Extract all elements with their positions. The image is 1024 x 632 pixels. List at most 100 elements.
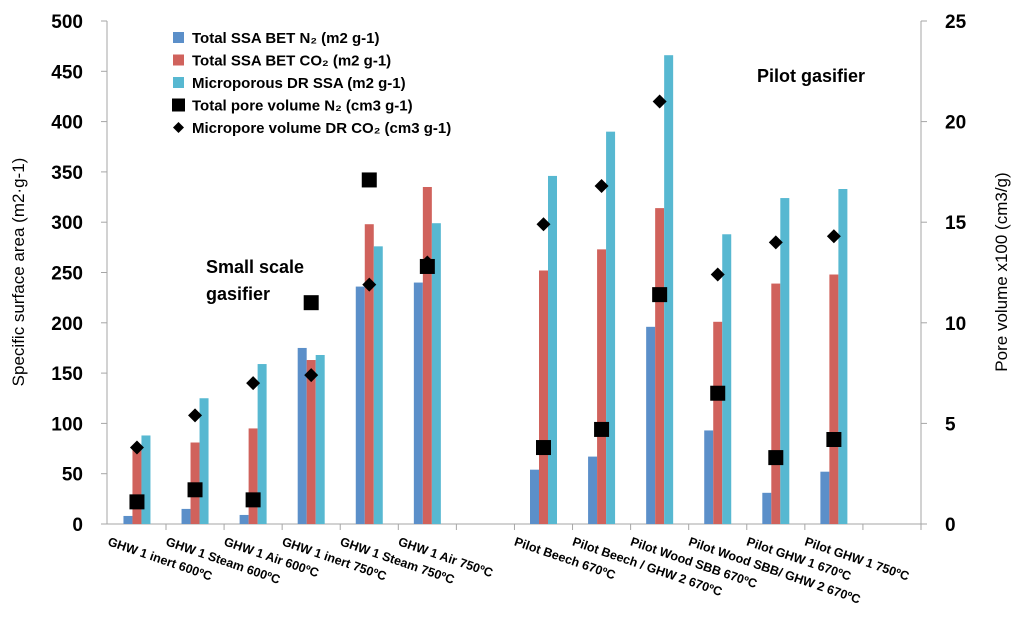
- left-tick-label: 200: [51, 314, 83, 335]
- bar-co2: [597, 249, 607, 524]
- marker-total-pore-volume: [303, 295, 319, 311]
- marker-total-pore-volume: [710, 385, 726, 401]
- left-tick-label: 0: [72, 515, 83, 536]
- legend-label: Total pore volume N₂ (cm3 g-1): [192, 98, 413, 115]
- right-tick-label: 25: [945, 12, 967, 33]
- bar-n2: [297, 347, 307, 524]
- right-tick-label: 5: [945, 414, 956, 435]
- bar-n2: [704, 430, 714, 524]
- left-tick-label: 150: [51, 364, 83, 385]
- legend-swatch-diamond: [173, 122, 184, 133]
- marker-micropore-volume: [188, 408, 203, 423]
- marker-total-pore-volume: [652, 287, 668, 303]
- bar-dr: [431, 223, 441, 524]
- left-tick-label: 100: [51, 414, 83, 435]
- right-axis: 0 5 10 15 20 25: [920, 12, 967, 536]
- legend-swatch-square: [172, 98, 185, 112]
- marker-total-pore-volume: [245, 492, 261, 508]
- marker-total-pore-volume: [768, 450, 784, 466]
- bar-co2: [829, 274, 839, 524]
- bar-n2: [355, 286, 365, 524]
- bar-dr: [141, 435, 151, 524]
- bar-co2: [132, 446, 142, 524]
- bar-co2: [422, 186, 432, 525]
- bar-dr: [838, 189, 848, 524]
- legend-swatch-2: [173, 77, 184, 88]
- marker-micropore-volume: [536, 217, 551, 232]
- annotation-pilot-gasifier: Pilot gasifier: [757, 66, 865, 86]
- marker-micropore-volume: [652, 94, 667, 109]
- left-tick-label: 500: [51, 12, 83, 33]
- left-tick-label: 400: [51, 113, 83, 134]
- annotation-gasifier: gasifier: [206, 284, 270, 304]
- bar-dr: [257, 364, 267, 524]
- bar-co2: [771, 283, 781, 524]
- bar-dr: [664, 55, 674, 524]
- marker-total-pore-volume: [594, 421, 610, 437]
- bar-n2: [646, 326, 656, 524]
- marker-total-pore-volume: [361, 172, 377, 188]
- right-axis-ticks: 0 5 10 15 20 25: [921, 12, 967, 536]
- bar-n2: [530, 469, 539, 524]
- bar-co2: [248, 428, 258, 524]
- left-axis: 0 50 100 150 200 250 300 350 400 450 500: [51, 12, 108, 536]
- bar-n2: [588, 456, 598, 524]
- bar-co2: [713, 321, 723, 524]
- marker-micropore-volume: [304, 368, 319, 383]
- bar-n2: [413, 282, 423, 524]
- bar-n2: [762, 492, 772, 524]
- annotation-small-scale: Small scale: [206, 257, 304, 277]
- marker-micropore-volume: [826, 229, 841, 244]
- marker-micropore-volume: [362, 277, 377, 292]
- marker-total-pore-volume: [536, 440, 551, 456]
- legend-label: Total SSA BET N₂ (m2 g-1): [192, 30, 380, 47]
- bar-dr: [199, 398, 209, 524]
- marker-series-group: [129, 94, 842, 510]
- bar-dr: [722, 234, 732, 524]
- left-axis-title: Specific surface area (m2·g-1): [9, 158, 28, 387]
- marker-micropore-volume: [768, 235, 783, 250]
- marker-total-pore-volume: [187, 482, 203, 498]
- bar-co2: [655, 208, 665, 524]
- marker-micropore-volume: [710, 267, 725, 282]
- marker-total-pore-volume: [826, 431, 842, 447]
- marker-micropore-volume: [594, 178, 609, 193]
- marker-micropore-volume: [129, 440, 144, 455]
- x-axis: [107, 523, 922, 530]
- left-tick-label: 300: [51, 213, 83, 234]
- bar-n2: [820, 471, 830, 524]
- left-tick-label: 250: [51, 264, 83, 285]
- bar-co2: [364, 224, 374, 524]
- legend-swatch-1: [173, 54, 184, 66]
- legend-label: Micropore volume DR CO₂ (cm3 g-1): [192, 120, 451, 137]
- right-tick-label: 15: [945, 213, 967, 234]
- bar-dr: [373, 246, 383, 524]
- right-axis-title: Pore volume x100 (cm3/g): [992, 172, 1011, 371]
- marker-micropore-volume: [420, 255, 435, 270]
- bar-dr: [548, 175, 557, 524]
- right-tick-label: 20: [945, 113, 966, 134]
- bar-n2: [181, 508, 191, 524]
- bar-dr: [315, 354, 325, 524]
- legend-label: Microporous DR SSA (m2 g-1): [192, 75, 406, 92]
- bar-co2: [539, 270, 548, 524]
- bar-n2: [239, 514, 249, 524]
- left-tick-label: 350: [51, 163, 83, 184]
- bar-dr: [780, 198, 790, 524]
- marker-micropore-volume: [246, 376, 261, 391]
- left-tick-label: 50: [62, 465, 83, 486]
- left-tick-label: 450: [51, 62, 83, 83]
- bar-dr: [606, 131, 616, 524]
- right-tick-label: 0: [945, 515, 956, 536]
- left-axis-ticks: 0 50 100 150 200 250 300 350 400 450 500: [51, 12, 107, 536]
- bar-n2: [123, 515, 133, 524]
- right-tick-label: 10: [945, 314, 966, 335]
- legend-label: Total SSA BET CO₂ (m2 g-1): [192, 53, 391, 70]
- legend: Total SSA BET N₂ (m2 g-1) Total SSA BET C…: [172, 30, 451, 137]
- bar-co2: [306, 360, 316, 524]
- legend-swatch-0: [173, 32, 184, 43]
- bar-series-group: [123, 55, 848, 525]
- x-axis-ticks: [165, 524, 922, 530]
